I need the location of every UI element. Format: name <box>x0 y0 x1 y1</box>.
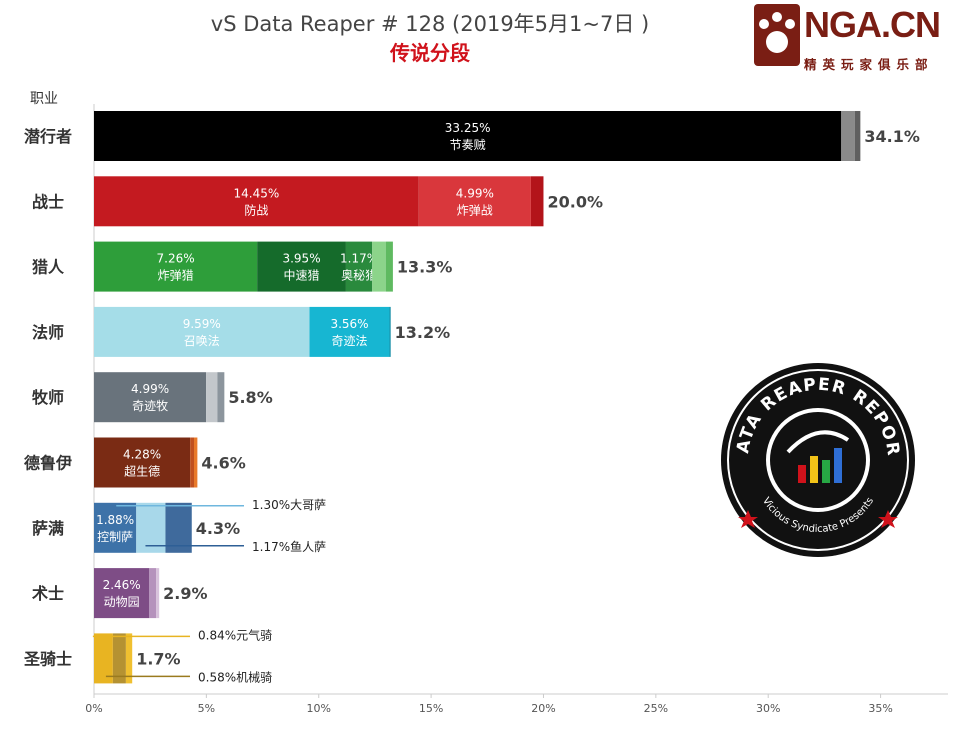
segment-pct-label: 9.59% <box>183 317 221 331</box>
segment-pct-label: 3.95% <box>282 252 320 266</box>
segment-name-label: 奇迹牧 <box>132 399 168 413</box>
segment-name-label: 召唤法 <box>184 334 220 348</box>
chart-subtitle: 传说分段 <box>390 41 470 65</box>
segment-name-label: 动物园 <box>104 595 140 609</box>
row-label: 潜行者 <box>24 127 72 146</box>
row-label: 萨满 <box>32 519 64 538</box>
segment-pct-label: 4.99% <box>131 382 169 396</box>
bar-segment <box>94 111 842 161</box>
x-tick-label: 20% <box>531 702 555 715</box>
x-tick-label: 0% <box>85 702 102 715</box>
segment-pct-label: 33.25% <box>445 121 491 135</box>
segment-pct-label: 14.45% <box>233 186 279 200</box>
x-tick-label: 5% <box>198 702 215 715</box>
bar-segment <box>94 437 191 488</box>
chart-title: vS Data Reaper # 128 (2019年5月1~7日 ) <box>210 12 650 36</box>
segment-pct-label: 3.56% <box>330 317 368 331</box>
badge-bar-yellow <box>810 456 818 483</box>
data-reaper-badge: DATA REAPER REPORT Vicious Syndicate Pre… <box>718 360 915 557</box>
segment-pct-label: 1.17% <box>340 252 378 266</box>
bar-segment <box>112 633 126 684</box>
row-total-label: 13.2% <box>395 323 451 342</box>
row-label: 术士 <box>31 584 64 603</box>
bar-segment <box>841 111 855 161</box>
row-label: 战士 <box>32 192 64 211</box>
row-label: 猎人 <box>32 258 65 277</box>
bar-segment <box>125 633 133 684</box>
bar-segment <box>94 633 113 684</box>
bar-segment <box>190 437 195 488</box>
segment-name-label: 奇迹法 <box>332 334 368 348</box>
segment-name-label: 中速猎 <box>284 268 320 283</box>
segment-name-label: 奥秘猎 <box>341 269 377 283</box>
segment-pct-label: 1.88% <box>96 513 134 527</box>
bar-segment <box>418 176 531 227</box>
bar-segment <box>94 502 137 553</box>
badge-bar-red <box>798 465 806 483</box>
logo-subtext: 精英玩家俱乐部 <box>804 57 934 72</box>
bar-segment <box>149 568 157 619</box>
x-tick-label: 10% <box>307 702 331 715</box>
nga-logo: NGA.CN 精英玩家俱乐部 <box>754 4 954 74</box>
paw-logo-icon <box>754 4 800 66</box>
row-header: 职业 <box>30 91 58 107</box>
row-total-label: 20.0% <box>547 192 603 211</box>
bar-segment <box>206 372 218 423</box>
bar-segment <box>309 306 390 357</box>
bar-segment <box>385 241 393 292</box>
row-label: 牧师 <box>32 388 64 407</box>
callout-label: 0.58%机械骑 <box>198 669 272 684</box>
segment-pct-label: 7.26% <box>157 252 195 266</box>
x-tick-label: 30% <box>756 702 780 715</box>
row-label: 德鲁伊 <box>24 454 72 473</box>
bar-segment <box>165 502 192 553</box>
bar-segment <box>94 372 207 423</box>
bar-segment <box>94 241 258 292</box>
row-total-label: 1.7% <box>136 649 180 668</box>
segment-pct-label: 4.99% <box>456 186 494 200</box>
row-total-label: 34.1% <box>864 127 920 146</box>
row-label: 法师 <box>32 323 64 342</box>
x-tick-label: 35% <box>868 702 892 715</box>
bar-segment <box>389 306 391 357</box>
row-total-label: 4.6% <box>201 454 245 473</box>
segment-name-label: 炸弹猎 <box>158 269 194 283</box>
segment-name-label: 节奏贼 <box>450 137 486 152</box>
row-total-label: 5.8% <box>228 388 272 407</box>
bar-segment <box>194 437 198 488</box>
bar-segment <box>345 241 373 292</box>
bar-segment <box>94 176 419 227</box>
badge-bar-blue <box>834 448 842 483</box>
bar-segment <box>156 568 160 619</box>
bar-segment <box>94 568 150 619</box>
logo-text: NGA.CN <box>804 4 941 45</box>
segment-name-label: 防战 <box>244 202 268 217</box>
row-total-label: 4.3% <box>196 519 240 538</box>
bar-segment <box>854 111 861 161</box>
callout-label: 1.17%鱼人萨 <box>252 540 326 554</box>
bar-segment <box>372 241 386 292</box>
callout-label: 1.30%大哥萨 <box>252 498 326 512</box>
bar-segment <box>217 372 225 423</box>
row-label: 圣骑士 <box>23 649 72 668</box>
x-tick-label: 25% <box>644 702 668 715</box>
segment-name-label: 炸弹战 <box>457 203 493 217</box>
callout-label: 0.84%元气骑 <box>198 627 272 642</box>
segment-pct-label: 4.28% <box>123 448 161 462</box>
bar-segment <box>136 502 166 553</box>
x-tick-label: 15% <box>419 702 443 715</box>
segment-name-label: 超生德 <box>124 464 160 479</box>
row-total-label: 2.9% <box>163 584 207 603</box>
segment-pct-label: 2.46% <box>103 578 141 592</box>
bar-segment <box>257 241 346 292</box>
badge-bar-green <box>822 460 830 483</box>
bar-segment <box>94 306 310 357</box>
segment-name-label: 控制萨 <box>97 530 133 544</box>
row-total-label: 13.3% <box>397 258 453 277</box>
bar-segment <box>530 176 544 227</box>
